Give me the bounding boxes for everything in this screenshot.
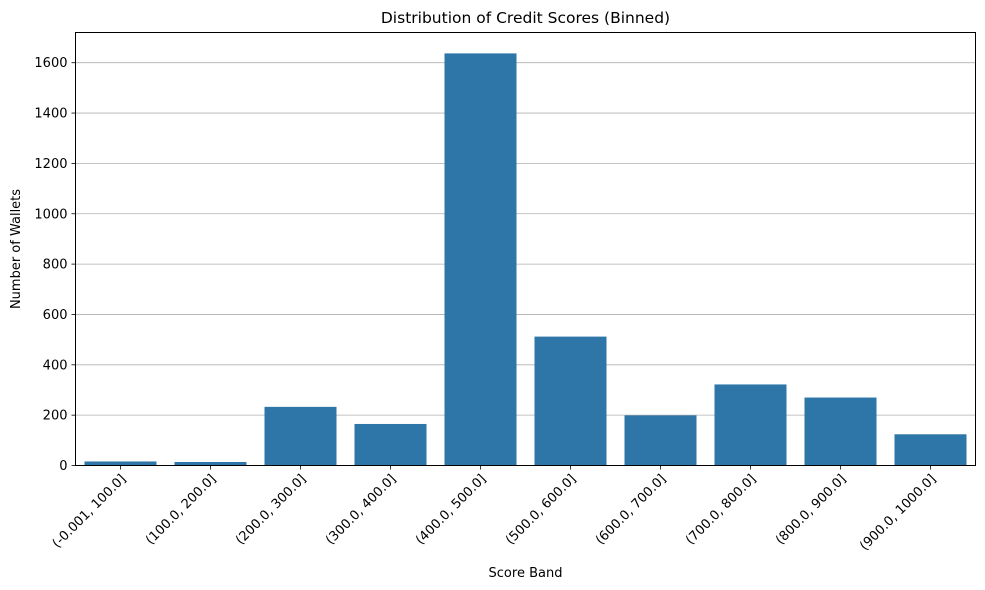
y-tick-label: 800	[43, 258, 68, 273]
y-axis-ticks: 0 200 400 600 800 1000 1200 1400 1600	[34, 56, 76, 474]
x-tick-label: (200.0, 300.0]	[233, 472, 309, 548]
x-tick-label: (800.0, 900.0]	[773, 472, 849, 548]
bar	[804, 397, 877, 466]
y-tick-label: 400	[43, 358, 68, 373]
y-tick-label: 1400	[34, 107, 67, 122]
y-tick-label: 1000	[34, 207, 67, 222]
x-axis-ticks: (-0.001, 100.0] (100.0, 200.0] (200.0, 300…	[50, 465, 939, 554]
x-tick-label: (900.0, 1000.0]	[857, 472, 939, 554]
bar	[354, 423, 427, 466]
bars	[84, 53, 967, 466]
x-axis-title: Score Band	[489, 566, 563, 581]
bar	[264, 406, 337, 466]
plot-frame	[75, 32, 976, 466]
y-tick-label: 1600	[34, 56, 67, 71]
grid-lines	[75, 62, 976, 466]
bar	[444, 53, 517, 466]
x-tick-label: (300.0, 400.0]	[323, 472, 399, 548]
chart-title: Distribution of Credit Scores (Binned)	[381, 9, 670, 27]
x-tick-label: (-0.001, 100.0]	[50, 472, 130, 552]
bar	[714, 384, 787, 466]
y-tick-label: 200	[43, 409, 68, 424]
y-axis-title: Number of Wallets	[9, 189, 24, 309]
x-tick-label: (100.0, 200.0]	[143, 472, 219, 548]
bar	[84, 461, 157, 466]
y-tick-label: 600	[43, 308, 68, 323]
y-tick-label: 0	[59, 459, 67, 474]
x-tick-label: (400.0, 500.0]	[413, 472, 489, 548]
bar	[624, 415, 697, 466]
x-tick-label: (600.0, 700.0]	[593, 472, 669, 548]
x-tick-label: (700.0, 800.0]	[683, 472, 759, 548]
bar	[534, 336, 607, 466]
bar	[174, 461, 247, 466]
y-tick-label: 1200	[34, 157, 67, 172]
bar	[894, 434, 967, 466]
x-tick-label: (500.0, 600.0]	[503, 472, 579, 548]
